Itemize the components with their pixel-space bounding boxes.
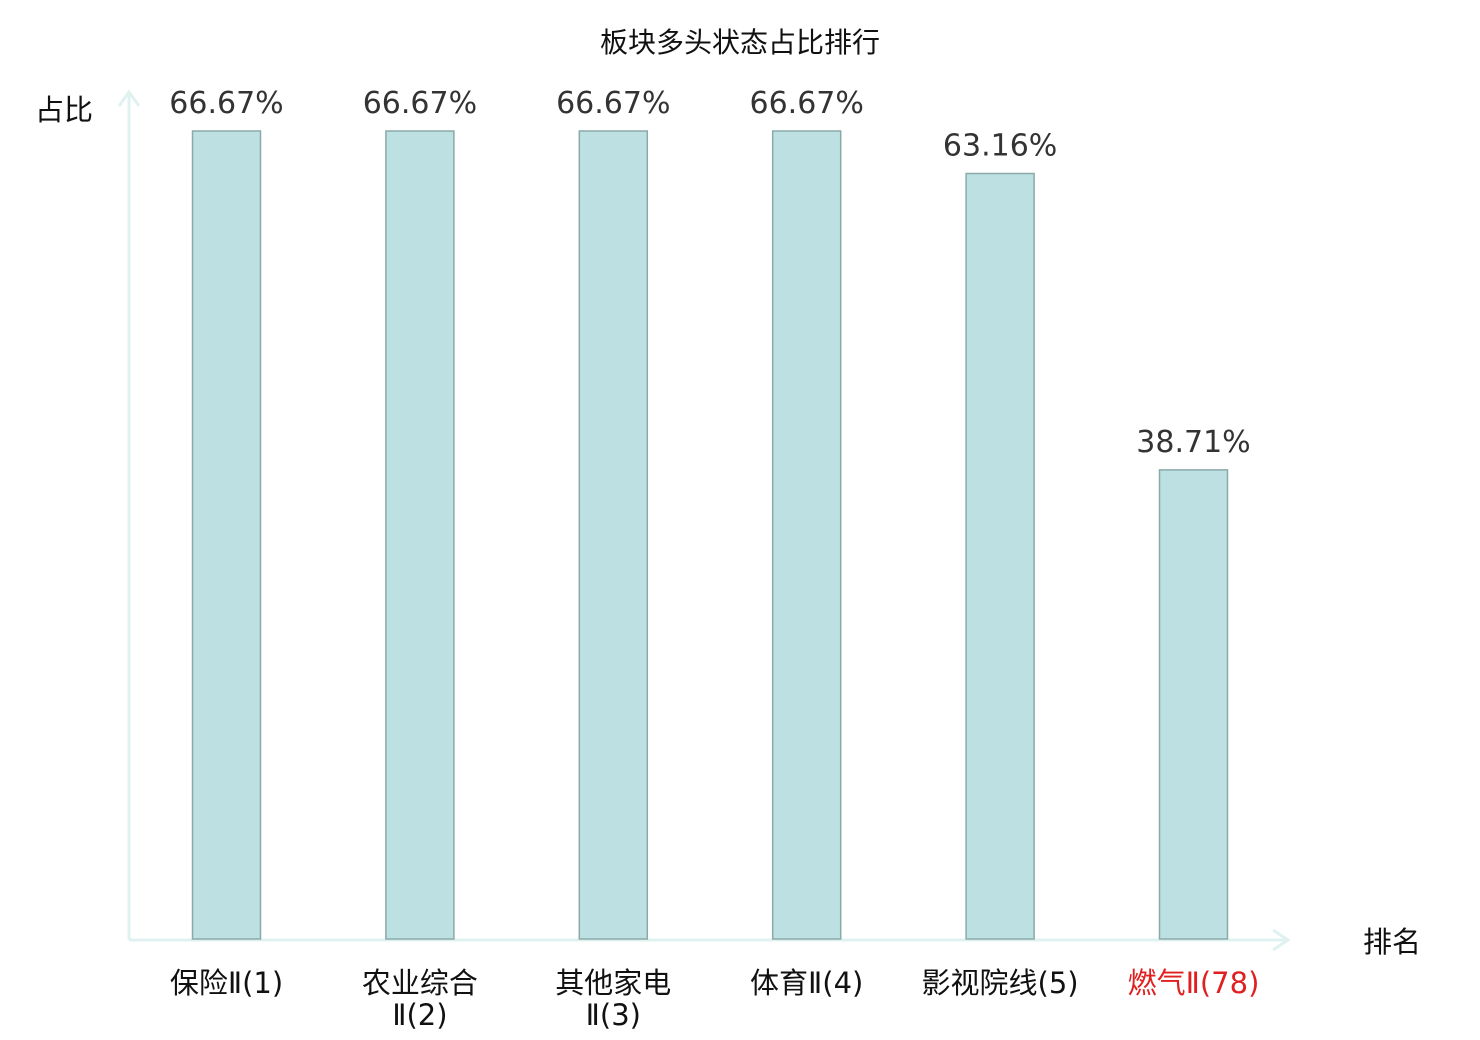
value-label-2: 66.67% bbox=[363, 86, 477, 121]
value-label-4: 66.67% bbox=[750, 86, 864, 121]
value-label-5: 63.16% bbox=[943, 129, 1057, 164]
bar-6 bbox=[1158, 469, 1229, 940]
bar-4 bbox=[771, 130, 842, 940]
x-axis-label: 排名 bbox=[1363, 925, 1421, 959]
category-label-5: 影视院线(5) bbox=[922, 966, 1079, 1000]
category-label-3-line-1: 其他家电 bbox=[555, 966, 671, 1000]
y-axis bbox=[117, 89, 141, 940]
category-label-6: 燃气Ⅱ(78) bbox=[1128, 966, 1260, 1000]
category-label-4: 体育Ⅱ(4) bbox=[750, 966, 863, 1000]
x-axis bbox=[129, 928, 1291, 952]
y-axis-label: 占比 bbox=[35, 93, 93, 127]
chart-title: 板块多头状态占比排行 bbox=[600, 26, 880, 59]
bar-5 bbox=[965, 172, 1035, 940]
category-label-3-line-2: Ⅱ(3) bbox=[586, 998, 641, 1032]
value-labels-group: 66.67% 66.67% 66.67% 66.67% 63.16% 38.71% bbox=[169, 86, 1250, 460]
bars-group bbox=[191, 130, 1229, 940]
bar-2 bbox=[385, 130, 455, 940]
category-label-1: 保险Ⅱ(1) bbox=[170, 966, 283, 1000]
value-label-3: 66.67% bbox=[556, 86, 670, 121]
bar-1 bbox=[191, 130, 262, 940]
category-label-2-line-2: Ⅱ(2) bbox=[392, 998, 447, 1032]
bar-3 bbox=[578, 130, 649, 940]
value-label-1: 66.67% bbox=[169, 86, 283, 121]
category-label-2-line-1: 农业综合 bbox=[362, 966, 478, 1000]
value-label-6: 38.71% bbox=[1136, 425, 1250, 460]
